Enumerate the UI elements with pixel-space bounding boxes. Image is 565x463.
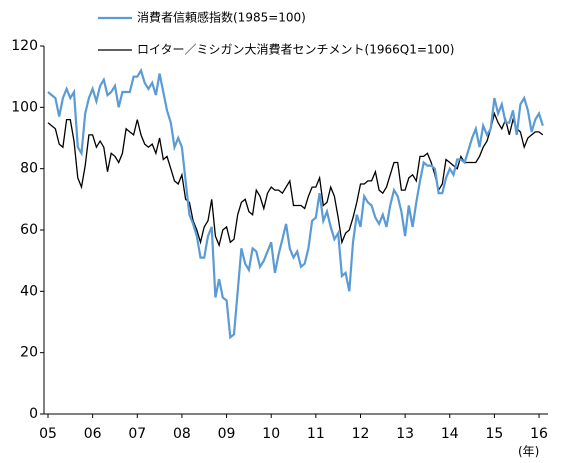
y-tick-label: 20 (20, 345, 38, 361)
y-tick-label: 80 (20, 161, 38, 177)
y-tick-label: 0 (29, 406, 38, 422)
x-tick-label: 10 (262, 426, 280, 442)
y-tick-label: 40 (20, 283, 38, 299)
x-tick-label: 13 (396, 426, 414, 442)
x-axis-label: (年) (518, 445, 539, 459)
x-tick-label: 09 (218, 426, 236, 442)
series-line (47, 67, 544, 340)
x-tick-label: 07 (128, 426, 146, 442)
y-tick-label: 120 (11, 38, 38, 54)
x-tick-label: 14 (441, 426, 459, 442)
x-tick-label: 05 (39, 426, 57, 442)
x-tick-label: 08 (173, 426, 191, 442)
x-tick-label: 11 (307, 426, 325, 442)
x-tick-label: 06 (84, 426, 102, 442)
legend-label: 消費者信頼感指数(1985=100) (137, 10, 306, 25)
y-tick-label: 60 (20, 222, 38, 238)
x-tick-label: 12 (352, 426, 370, 442)
x-tick-label: 15 (485, 426, 503, 442)
legend-label: ロイター／ミシガン大消費者センチメント(1966Q1=100) (137, 42, 454, 57)
y-tick-label: 100 (11, 99, 38, 115)
x-tick-label: 16 (530, 426, 548, 442)
series-line (47, 111, 544, 248)
